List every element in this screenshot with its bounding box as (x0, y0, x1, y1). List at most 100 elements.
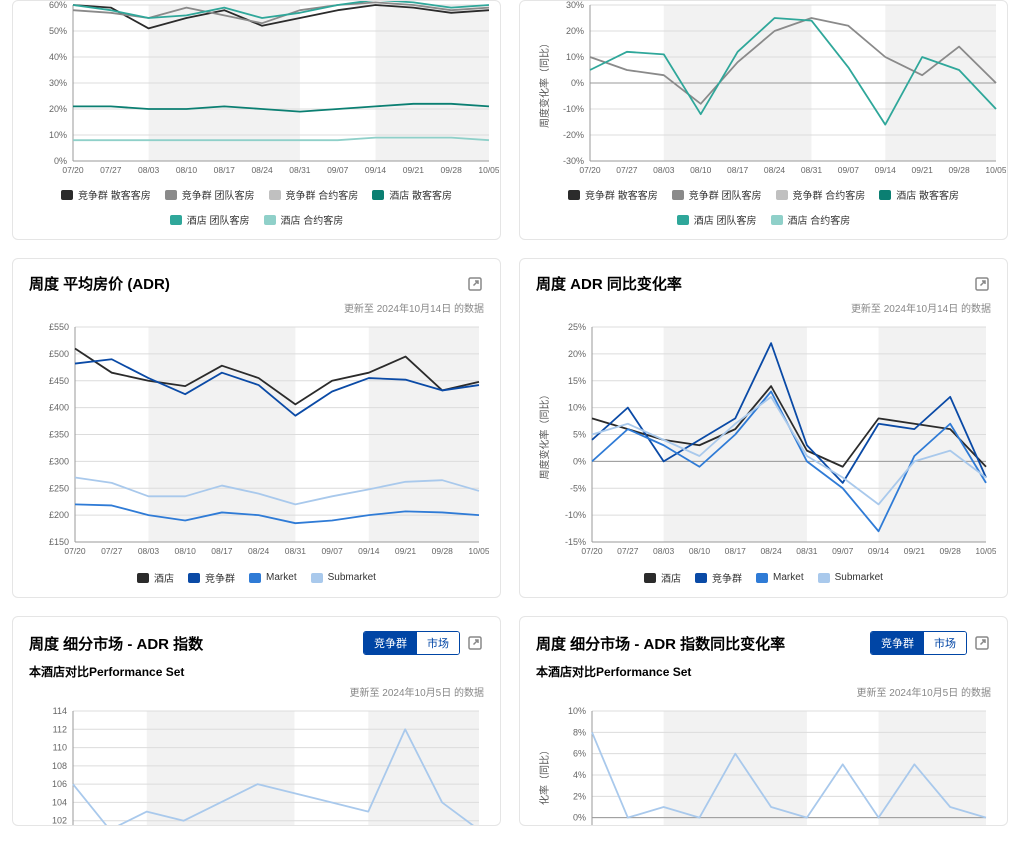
update-note: 更新至 2024年10月5日 的数据 (536, 684, 991, 699)
svg-text:07/20: 07/20 (581, 546, 603, 556)
svg-text:102: 102 (52, 816, 67, 826)
expand-icon[interactable] (466, 275, 484, 293)
legend-item: 竞争群 散客客房 (568, 187, 658, 202)
legend-item: 酒店 (137, 570, 174, 585)
svg-text:08/17: 08/17 (211, 546, 233, 556)
svg-text:0%: 0% (573, 456, 586, 466)
svg-text:20%: 20% (49, 104, 67, 114)
svg-text:0%: 0% (573, 813, 586, 823)
legend-item: Submarket (818, 570, 883, 585)
svg-text:09/21: 09/21 (395, 546, 417, 556)
chart-seg-adr: 100102104106108110112114 (29, 703, 484, 826)
legend-item: 酒店 团队客房 (677, 212, 757, 227)
legend-item: 竞争群 团队客房 (165, 187, 255, 202)
svg-text:10/05: 10/05 (478, 165, 499, 175)
svg-text:09/28: 09/28 (948, 165, 970, 175)
update-note: 更新至 2024年10月5日 的数据 (29, 684, 484, 699)
svg-text:104: 104 (52, 797, 67, 807)
toggle-compset-market[interactable]: 竞争群 市场 (870, 631, 967, 655)
legend-item: Market (756, 570, 804, 585)
toggle-market[interactable]: 市场 (417, 632, 459, 654)
svg-text:09/28: 09/28 (432, 546, 454, 556)
svg-text:08/17: 08/17 (727, 165, 749, 175)
svg-text:09/28: 09/28 (441, 165, 463, 175)
svg-text:周度变化率（同比）: 周度变化率（同比） (538, 390, 551, 480)
legend-item: 竞争群 (188, 570, 235, 585)
panel-seg-adr-yoy: 周度 细分市场 - ADR 指数同比变化率 竞争群 市场 本酒店对比Perfor… (519, 616, 1008, 826)
svg-text:50%: 50% (49, 26, 67, 36)
panel-seg-adr: 周度 细分市场 - ADR 指数 竞争群 市场 本酒店对比Performance… (12, 616, 501, 826)
panel-seg-adr-yoy-subtitle: 本酒店对比Performance Set (536, 663, 991, 680)
panel-weekly-mix-yoy: -30%-20%-10%0%10%20%30%07/2007/2708/0308… (519, 0, 1008, 240)
svg-text:108: 108 (52, 761, 67, 771)
panel-seg-adr-subtitle: 本酒店对比Performance Set (29, 663, 484, 680)
svg-text:10%: 10% (568, 706, 586, 716)
svg-text:07/27: 07/27 (616, 165, 638, 175)
legend-adr-yoy: 酒店竞争群 Market Submarket (536, 570, 991, 585)
svg-text:07/27: 07/27 (617, 546, 639, 556)
svg-text:09/07: 09/07 (321, 546, 343, 556)
legend-item: Submarket (311, 570, 376, 585)
legend-item: 酒店 合约客房 (264, 212, 344, 227)
svg-text:08/17: 08/17 (725, 546, 747, 556)
svg-text:08/31: 08/31 (796, 546, 818, 556)
svg-text:08/10: 08/10 (176, 165, 198, 175)
update-note: 更新至 2024年10月14日 的数据 (536, 300, 991, 315)
svg-text:£500: £500 (49, 349, 69, 359)
svg-text:£550: £550 (49, 322, 69, 332)
legend-item: 酒店 团队客房 (170, 212, 250, 227)
svg-text:£300: £300 (49, 456, 69, 466)
svg-text:£400: £400 (49, 403, 69, 413)
panel-weekly-mix: 0%10%20%30%40%50%60%07/2007/2708/0308/10… (12, 0, 501, 240)
svg-text:08/24: 08/24 (760, 546, 782, 556)
svg-text:08/31: 08/31 (801, 165, 823, 175)
svg-text:10%: 10% (49, 130, 67, 140)
svg-text:114: 114 (53, 706, 67, 716)
svg-text:09/07: 09/07 (832, 546, 854, 556)
svg-text:40%: 40% (49, 52, 67, 62)
svg-text:10%: 10% (566, 52, 584, 62)
svg-text:8%: 8% (573, 727, 586, 737)
legend-item: 酒店 (644, 570, 681, 585)
svg-text:09/14: 09/14 (365, 165, 387, 175)
panel-seg-adr-yoy-title: 周度 细分市场 - ADR 指数同比变化率 (536, 633, 785, 654)
svg-text:£200: £200 (49, 510, 69, 520)
svg-text:09/14: 09/14 (875, 165, 897, 175)
toggle-market[interactable]: 市场 (924, 632, 966, 654)
svg-text:5%: 5% (573, 430, 586, 440)
legend-adr: 酒店竞争群MarketSubmarket (29, 570, 484, 585)
legend-item: 竞争群 (695, 570, 742, 585)
svg-text:25%: 25% (568, 322, 586, 332)
panel-adr-yoy: 周度 ADR 同比变化率 更新至 2024年10月14日 的数据 -15%-10… (519, 258, 1008, 598)
svg-text:09/14: 09/14 (868, 546, 890, 556)
expand-icon[interactable] (973, 634, 991, 652)
expand-icon[interactable] (466, 634, 484, 652)
legend-item: 酒店 散客客房 (879, 187, 959, 202)
legend-item: 酒店 散客客房 (372, 187, 452, 202)
panel-adr: 周度 平均房价 (ADR) 更新至 2024年10月14日 的数据 £150£2… (12, 258, 501, 598)
svg-text:08/17: 08/17 (214, 165, 236, 175)
chart-weekly-mix: 0%10%20%30%40%50%60%07/2007/2708/0308/10… (29, 1, 484, 181)
svg-text:09/21: 09/21 (912, 165, 934, 175)
panel-adr-yoy-title: 周度 ADR 同比变化率 (536, 273, 682, 294)
svg-text:08/03: 08/03 (653, 546, 675, 556)
svg-text:07/20: 07/20 (64, 546, 86, 556)
legend-weekly-mix: 竞争群 散客客房竞争群 团队客房竞争群 合约客房酒店 散客客房酒店 团队客房酒店… (29, 187, 484, 227)
chart-adr-yoy: -15%-10%-5%0%5%10%15%20%25%07/2007/2708/… (536, 319, 991, 564)
svg-text:09/21: 09/21 (904, 546, 926, 556)
legend-item: 竞争群 合约客房 (269, 187, 359, 202)
svg-text:08/10: 08/10 (689, 546, 711, 556)
legend-item: 竞争群 散客客房 (61, 187, 151, 202)
svg-text:30%: 30% (49, 78, 67, 88)
legend-item: 竞争群 合约客房 (776, 187, 866, 202)
legend-weekly-mix-yoy: 竞争群 散客客房竞争群 团队客房竞争群 合约客房酒店 散客客房酒店 团队客房酒店… (536, 187, 991, 227)
expand-icon[interactable] (973, 275, 991, 293)
toggle-compset[interactable]: 竞争群 (871, 632, 924, 654)
svg-text:09/28: 09/28 (940, 546, 962, 556)
toggle-compset[interactable]: 竞争群 (364, 632, 417, 654)
svg-text:-20%: -20% (563, 130, 584, 140)
toggle-compset-market[interactable]: 竞争群 市场 (363, 631, 460, 655)
chart-adr: £150£200£250£300£350£400£450£500£55007/2… (29, 319, 484, 564)
svg-text:106: 106 (52, 779, 67, 789)
svg-text:化率（同比）: 化率（同比） (538, 745, 551, 805)
